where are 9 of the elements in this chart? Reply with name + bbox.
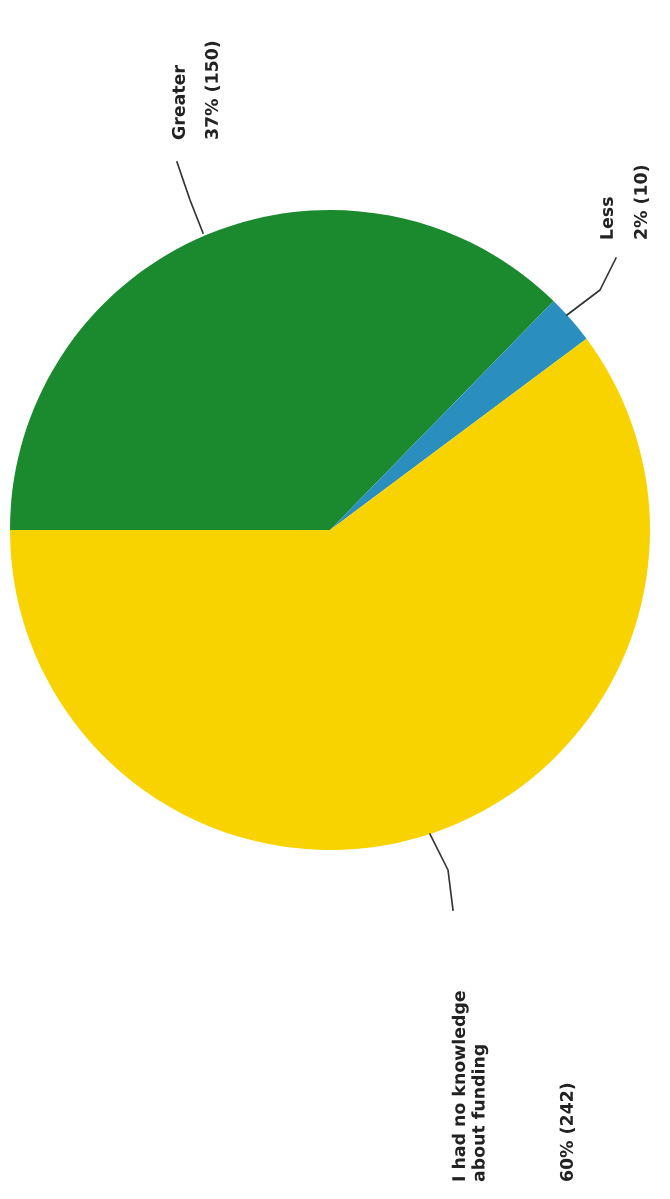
slice-label: I had no knowledge about funding [451, 991, 489, 1182]
data-label: 37% (150) [204, 41, 221, 139]
slice-label: Less [600, 197, 614, 239]
pie-slice [10, 338, 650, 850]
data-label: 2% (10) [633, 165, 650, 239]
data-label: 60% (242) [559, 1083, 576, 1181]
pie-slice [330, 301, 587, 530]
slice-label: Greater [171, 65, 186, 140]
pie-slice [10, 210, 554, 530]
